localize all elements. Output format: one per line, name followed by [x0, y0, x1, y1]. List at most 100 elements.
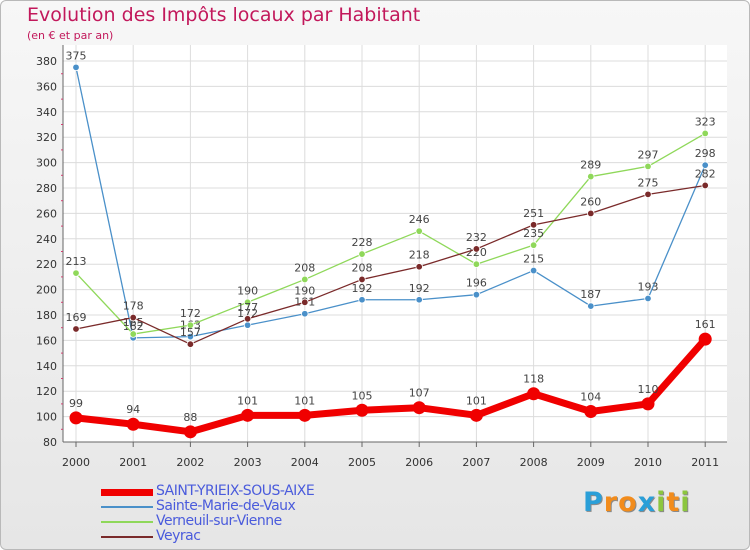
data-label-saint-yrieix-sous-aixe: 105 [352, 389, 373, 402]
data-point-verneuil-sur-vienne [587, 172, 595, 181]
data-label-saint-yrieix-sous-aixe: 101 [237, 394, 258, 407]
data-point-veyrac [701, 181, 709, 190]
logo-letter: P [583, 487, 604, 518]
data-point-veyrac [301, 298, 309, 306]
data-label-sainte-marie-de-vaux: 215 [523, 253, 544, 266]
x-tick-label: 2008 [520, 456, 548, 469]
x-tick-label: 2010 [634, 456, 662, 469]
data-label-veyrac: 178 [123, 300, 144, 313]
y-tick-label: 120 [36, 385, 57, 398]
y-tick-label: 80 [43, 436, 57, 449]
data-point-sainte-marie-de-vaux [701, 161, 709, 169]
data-point-verneuil-sur-vienne [529, 241, 538, 249]
data-label-verneuil-sur-vienne: 289 [580, 159, 601, 172]
plot-area [63, 45, 727, 442]
x-tick-label: 2007 [462, 456, 490, 469]
data-label-veyrac: 251 [523, 207, 544, 220]
data-point-verneuil-sur-vienne [644, 162, 652, 171]
data-point-saint-yrieix-sous-aixe [183, 425, 197, 439]
data-point-veyrac [129, 313, 137, 322]
data-point-saint-yrieix-sous-aixe [698, 332, 712, 346]
data-label-sainte-marie-de-vaux: 162 [123, 320, 144, 333]
data-point-sainte-marie-de-vaux [415, 296, 423, 304]
data-label-veyrac: 177 [237, 301, 258, 314]
x-tick-label: 2011 [691, 456, 719, 469]
data-label-sainte-marie-de-vaux: 375 [66, 49, 87, 62]
y-tick-label: 300 [36, 157, 57, 170]
logo-letter: x [637, 487, 657, 518]
data-point-veyrac [243, 315, 252, 323]
data-point-verneuil-sur-vienne [72, 269, 80, 277]
x-tick-label: 2001 [119, 456, 147, 469]
data-point-sainte-marie-de-vaux [472, 290, 481, 299]
data-point-verneuil-sur-vienne [415, 227, 423, 235]
data-point-verneuil-sur-vienne [243, 298, 252, 306]
data-point-veyrac [587, 209, 595, 218]
data-label-verneuil-sur-vienne: 190 [237, 284, 258, 297]
logo-letter: t [666, 487, 681, 518]
data-point-veyrac [644, 190, 652, 199]
data-point-verneuil-sur-vienne [358, 250, 366, 258]
data-point-sainte-marie-de-vaux [301, 310, 309, 318]
data-label-veyrac: 157 [180, 326, 201, 339]
chart-subtitle: (en € et par an) [27, 29, 114, 42]
data-label-verneuil-sur-vienne: 235 [523, 227, 544, 240]
y-tick-label: 380 [36, 55, 57, 68]
series-line-verneuil-sur-vienne [75, 132, 706, 335]
data-point-verneuil-sur-vienne [472, 260, 481, 268]
data-label-sainte-marie-de-vaux: 187 [580, 288, 601, 301]
data-point-saint-yrieix-sous-aixe [527, 387, 541, 401]
data-point-saint-yrieix-sous-aixe [584, 405, 598, 419]
data-label-veyrac: 260 [580, 195, 601, 208]
data-label-sainte-marie-de-vaux: 192 [352, 282, 373, 295]
y-tick-label: 340 [36, 106, 57, 119]
data-point-veyrac [472, 245, 481, 253]
data-label-verneuil-sur-vienne: 297 [638, 148, 659, 161]
data-label-verneuil-sur-vienne: 220 [466, 246, 487, 259]
legend-swatch [101, 506, 153, 508]
data-label-saint-yrieix-sous-aixe: 161 [695, 318, 716, 331]
y-tick-label: 200 [36, 284, 57, 297]
data-point-saint-yrieix-sous-aixe [469, 408, 483, 422]
data-point-sainte-marie-de-vaux [186, 332, 195, 341]
data-label-verneuil-sur-vienne: 246 [409, 213, 430, 226]
y-tick-label: 140 [36, 360, 57, 373]
data-point-saint-yrieix-sous-aixe [241, 408, 255, 422]
data-point-saint-yrieix-sous-aixe [641, 397, 655, 411]
data-point-saint-yrieix-sous-aixe [355, 403, 369, 417]
data-point-veyrac [529, 221, 538, 229]
data-label-verneuil-sur-vienne: 172 [180, 307, 201, 320]
legend-label: Veyrac [156, 528, 201, 544]
data-point-sainte-marie-de-vaux [358, 296, 366, 304]
legend-swatch [101, 489, 153, 496]
x-tick-label: 2002 [176, 456, 204, 469]
data-point-saint-yrieix-sous-aixe [412, 401, 426, 415]
logo-letter: i [680, 487, 691, 518]
data-point-saint-yrieix-sous-aixe [298, 408, 312, 422]
data-point-verneuil-sur-vienne [701, 129, 709, 138]
data-label-veyrac: 218 [409, 249, 430, 262]
data-point-veyrac [415, 263, 423, 271]
y-tick-label: 320 [36, 131, 57, 144]
y-tick-label: 360 [36, 80, 57, 93]
logo-letter: i [656, 487, 667, 518]
data-point-veyrac [358, 275, 366, 284]
data-label-veyrac: 208 [352, 261, 373, 274]
data-point-verneuil-sur-vienne [129, 330, 137, 338]
data-label-verneuil-sur-vienne: 208 [294, 261, 315, 274]
y-tick-label: 160 [36, 334, 57, 347]
legend-swatch [101, 536, 153, 538]
data-point-sainte-marie-de-vaux [644, 294, 652, 303]
data-label-saint-yrieix-sous-aixe: 94 [126, 403, 140, 416]
data-point-verneuil-sur-vienne [301, 275, 309, 284]
y-tick-label: 100 [36, 411, 57, 424]
data-label-saint-yrieix-sous-aixe: 101 [466, 394, 487, 407]
legend-swatch [101, 521, 153, 523]
x-tick-label: 2000 [62, 456, 90, 469]
logo-letter: r [603, 487, 619, 518]
data-point-sainte-marie-de-vaux [587, 302, 595, 310]
proxiti-logo: Proxiti [583, 487, 691, 518]
y-tick-label: 240 [36, 233, 57, 246]
